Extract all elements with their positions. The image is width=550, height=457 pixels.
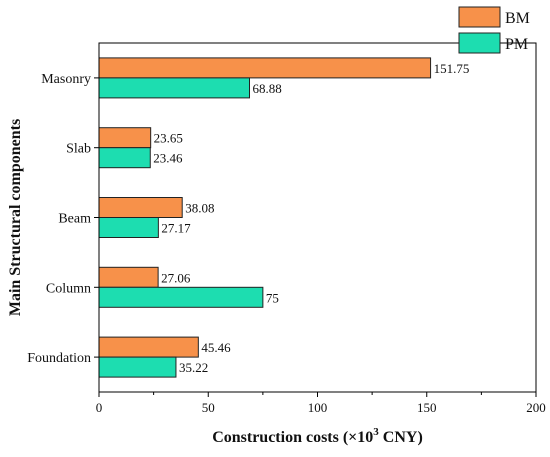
x-tick-label-200: 200 (526, 400, 546, 415)
value-label-pm-masonry: 68.88 (253, 81, 282, 96)
category-label-masonry: Masonry (41, 72, 91, 87)
axes-layer: Masonry Slab Beam Column Foundation 0 50 100 150… (27, 42, 546, 415)
value-label-pm-slab: 23.46 (153, 151, 183, 166)
value-label-bm-beam: 38.08 (185, 201, 214, 216)
bar-bm-masonry (98, 57, 432, 79)
value-label-bm-masonry: 151.75 (434, 61, 470, 76)
value-label-bm-foundation: 45.46 (201, 340, 231, 355)
x-tick-label-50: 50 (202, 400, 215, 415)
category-label-column: Column (46, 281, 91, 296)
legend-label-pm: PM (505, 36, 528, 53)
bar-bm-beam (98, 197, 183, 218)
category-label-foundation: Foundation (27, 351, 91, 366)
bar-pm-foundation (98, 356, 177, 378)
bar-pm-masonry (98, 77, 251, 99)
bar-bm-foundation (98, 336, 199, 358)
x-tick-label-150: 150 (417, 400, 437, 415)
bar-pm-beam (98, 217, 159, 238)
bar-pm-slab (98, 147, 151, 169)
y-axis-title: Main Structural components (7, 119, 24, 316)
value-label-pm-foundation: 35.22 (179, 360, 208, 375)
category-label-beam: Beam (58, 212, 91, 227)
value-label-pm-column: 75 (266, 290, 279, 305)
legend: BM PM (458, 6, 530, 54)
bars-layer (98, 57, 432, 378)
value-label-bm-slab: 23.65 (154, 131, 183, 146)
bar-bm-slab (98, 127, 152, 149)
x-tick-label-0: 0 (96, 400, 103, 415)
x-axis-title: Construction costs (×103 CNY) (212, 426, 423, 446)
category-label-slab: Slab (66, 142, 91, 157)
value-label-bm-column: 27.06 (161, 270, 191, 285)
value-label-pm-beam: 27.17 (161, 221, 191, 236)
legend-swatch-bm (458, 6, 501, 28)
x-tick-label-100: 100 (308, 400, 328, 415)
bar-pm-column (98, 286, 264, 308)
legend-swatch-pm (458, 32, 501, 54)
bar-bm-column (98, 266, 159, 288)
legend-label-bm: BM (505, 10, 530, 27)
value-labels-layer: 151.75 68.88 23.65 23.46 38.08 27.17 27.06 75 45… (153, 61, 469, 375)
